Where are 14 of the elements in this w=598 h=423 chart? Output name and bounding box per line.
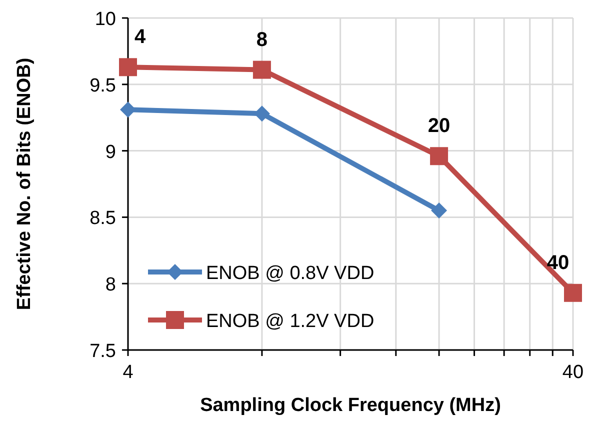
y-tick-label: 10 [94, 9, 116, 30]
y-axis-title: Effective No. of Bits (ENOB) [14, 58, 35, 310]
y-tick-label: 8.5 [90, 208, 116, 230]
y-tick-label: 9.5 [90, 75, 116, 96]
y-tick-label: 7.5 [90, 341, 116, 362]
annotation: 20 [428, 115, 450, 138]
annotation: 8 [256, 28, 268, 51]
legend-label: ENOB @ 1.2V VDD [206, 311, 374, 332]
annotation: 40 [546, 252, 570, 274]
y-tick-label: 9 [105, 142, 116, 163]
legend-label: ENOB @ 0.8V VDD [206, 263, 374, 284]
y-tick-label: 8 [105, 274, 116, 296]
x-axis-title: Sampling Clock Frequency (MHz) [200, 395, 501, 416]
annotation: 4 [134, 26, 146, 48]
